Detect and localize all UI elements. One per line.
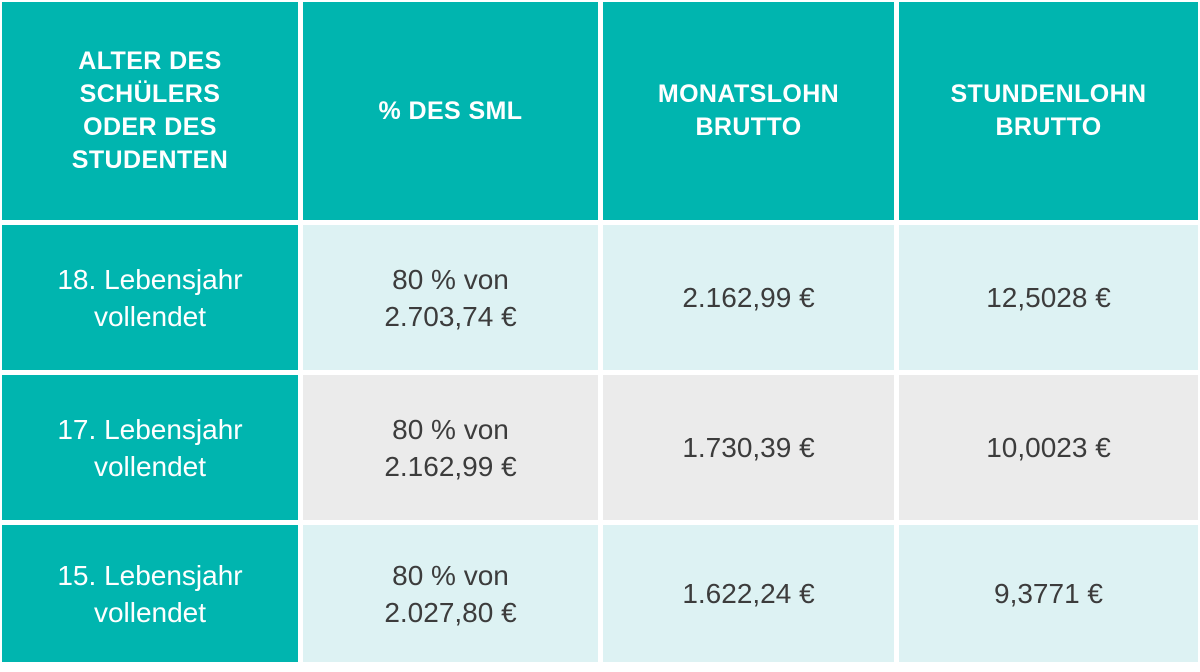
row-pct-sml-value: 80 % von 2.162,99 € [303,375,598,520]
row-monatslohn-value: 2.162,99 € [603,225,894,370]
row-age-label: 17. Lebensjahr vollendet [2,375,298,520]
row-stundenlohn-value: 9,3771 € [899,525,1198,662]
row-stundenlohn-value: 10,0023 € [899,375,1198,520]
row-age-label: 15. Lebensjahr vollendet [2,525,298,662]
header-cell-age: ALTER DES SCHÜLERS ODER DES STUDENTEN [2,2,298,220]
header-cell-stundenlohn-brutto: STUNDENLOHN BRUTTO [899,2,1198,220]
row-pct-sml-value: 80 % von 2.703,74 € [303,225,598,370]
row-age-label: 18. Lebensjahr vollendet [2,225,298,370]
header-cell-monatslohn-brutto: MONATSLOHN BRUTTO [603,2,894,220]
row-monatslohn-value: 1.622,24 € [603,525,894,662]
header-cell-pct-sml: % DES SML [303,2,598,220]
row-stundenlohn-value: 12,5028 € [899,225,1198,370]
row-pct-sml-value: 80 % von 2.027,80 € [303,525,598,662]
row-monatslohn-value: 1.730,39 € [603,375,894,520]
